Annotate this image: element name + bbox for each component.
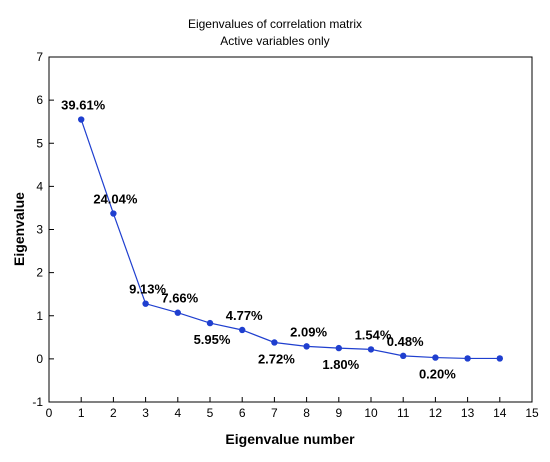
data-label: 9.13% [129, 282, 166, 297]
data-label: 1.80% [322, 357, 359, 372]
x-tick-label: 5 [207, 406, 214, 420]
x-tick-label: 8 [303, 406, 310, 420]
data-point [432, 354, 439, 361]
data-label: 1.54% [355, 327, 392, 342]
y-tick-label: 1 [36, 309, 43, 323]
y-axis: -1 0 1 2 3 4 5 6 7 [32, 50, 54, 409]
x-tick-label: 2 [110, 406, 117, 420]
data-label: 2.09% [290, 324, 327, 339]
y-tick-label: 3 [36, 223, 43, 237]
data-point [78, 116, 85, 123]
data-label: 7.66% [161, 291, 198, 306]
data-point [206, 319, 214, 327]
series-line [80, 119, 500, 360]
x-axis-label: Eigenvalue number [225, 431, 355, 447]
data-point [110, 210, 117, 217]
x-tick-label: 14 [493, 406, 507, 420]
y-tick-label: 5 [36, 136, 43, 150]
data-label: 5.95% [194, 332, 231, 347]
data-label: 0.20% [419, 367, 456, 382]
x-tick-label: 10 [364, 406, 378, 420]
x-tick-label: 6 [239, 406, 246, 420]
data-point [496, 355, 503, 362]
data-label: 4.77% [226, 308, 263, 323]
chart-title: Eigenvalues of correlation matrix [188, 17, 362, 31]
data-point [400, 352, 407, 360]
data-point [367, 346, 375, 353]
series-group [78, 116, 503, 362]
x-tick-label: 3 [142, 406, 149, 420]
x-tick-label: 0 [46, 406, 53, 420]
y-tick-label: 4 [36, 179, 43, 193]
data-label: 24.04% [93, 192, 138, 207]
y-tick-label: 6 [36, 93, 43, 107]
y-tick-label: -1 [32, 395, 43, 409]
data-point [303, 343, 310, 350]
x-tick-label: 13 [461, 406, 475, 420]
data-point [271, 339, 278, 346]
x-tick-label: 4 [174, 406, 181, 420]
x-tick-label: 9 [335, 406, 342, 420]
y-tick-label: 7 [36, 50, 43, 64]
data-label: 39.61% [61, 98, 106, 113]
data-point [174, 309, 181, 316]
x-tick-label: 11 [397, 406, 410, 420]
data-point [464, 355, 471, 362]
data-point [335, 344, 342, 352]
y-tick-label: 0 [36, 352, 43, 366]
x-tick-label: 15 [525, 406, 539, 420]
chart-subtitle: Active variables only [220, 34, 329, 48]
x-axis: 0 1 2 3 4 5 6 7 8 9 10 11 12 13 14 15 [46, 397, 539, 420]
y-axis-label: Eigenvalue [11, 192, 27, 266]
data-point [142, 300, 149, 307]
data-label: 0.48% [387, 334, 424, 349]
x-tick-label: 12 [429, 406, 443, 420]
y-tick-label: 2 [36, 266, 43, 280]
x-tick-label: 1 [78, 406, 85, 420]
data-label: 2.72% [258, 351, 295, 366]
data-point [239, 326, 246, 334]
x-tick-label: 7 [271, 406, 278, 420]
data-labels-group: 39.61% 24.04% 9.13%7.66% 5.95% 4.77% 2.72% 2.0… [61, 98, 456, 382]
plot-frame [48, 56, 533, 403]
